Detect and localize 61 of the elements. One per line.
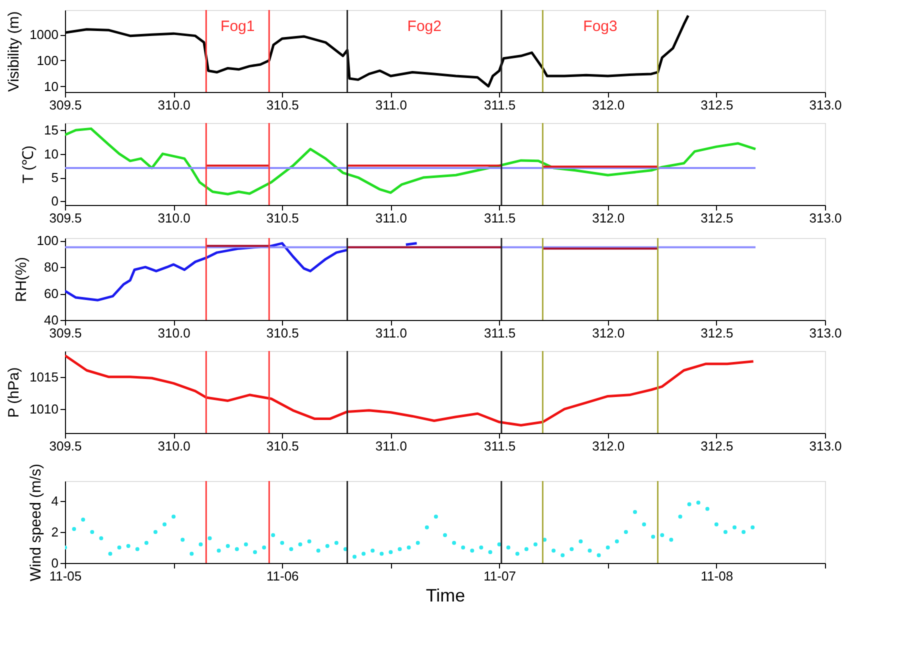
x-tick-label: 310.0 <box>158 98 190 112</box>
x-tick-label: 313.0 <box>809 98 842 112</box>
y-tick-label: 40 <box>44 312 58 328</box>
x-tick-label: 313.0 <box>809 326 842 340</box>
x-tick-label: 310.5 <box>266 98 299 112</box>
y-axis-title: T (℃) <box>20 145 38 184</box>
x-tick-label: 310.0 <box>158 210 190 226</box>
x-tick-label: 309.5 <box>49 438 82 454</box>
x-tick-label: 309.5 <box>49 98 82 112</box>
y-tick-label: 0 <box>51 194 58 209</box>
y-tick-label: 4 <box>51 494 58 509</box>
x-tick-label: 311.5 <box>484 326 516 340</box>
y-tick-label: 15 <box>44 122 58 138</box>
y-tick-label: 100 <box>36 52 58 68</box>
x-tick-label: 312.0 <box>592 98 625 112</box>
x-tick-label: 11-05 <box>49 568 82 584</box>
x-tick-label: 311.5 <box>484 210 516 226</box>
x-tick-label: 310.5 <box>266 326 299 340</box>
x-tick-label: 310.0 <box>158 438 190 454</box>
y-tick-label: 5 <box>51 170 58 186</box>
x-tick-label: 312.5 <box>700 326 734 340</box>
y-axis-title: P (hPa) <box>6 367 23 418</box>
x-tick-label: 311.0 <box>375 326 408 340</box>
x-tick-label: 312.0 <box>592 438 625 454</box>
x-tick-label: 11-08 <box>700 568 734 584</box>
x-tick-label: 309.5 <box>49 326 82 340</box>
y-tick-label: 1000 <box>30 27 58 42</box>
y-axis-title: Visibility (m) <box>6 11 23 92</box>
x-tick-label: 311.0 <box>375 98 408 112</box>
x-tick-label: 311.0 <box>375 438 408 454</box>
y-tick-label: 80 <box>44 260 58 275</box>
x-tick-label: 312.5 <box>700 210 734 226</box>
x-tick-label: 313.0 <box>809 438 842 454</box>
y-tick-label: 10 <box>44 146 58 162</box>
x-tick-label: 310.5 <box>266 438 299 454</box>
y-axis-title: Wind speed (m/s) <box>27 464 44 582</box>
x-tick-label: 313.0 <box>809 210 842 226</box>
y-axis-title: RH(%) <box>12 257 30 302</box>
annotation: Fog1 <box>220 18 255 35</box>
x-tick-label: 11-06 <box>266 568 299 584</box>
annotation: Fog3 <box>583 18 618 35</box>
y-tick-label: 60 <box>44 286 58 302</box>
y-tick-label: 100 <box>36 233 58 248</box>
x-tick-label: 312.5 <box>700 438 734 454</box>
x-tick-label: 312.0 <box>592 326 625 340</box>
x-tick-label: 11-07 <box>484 568 516 584</box>
x-tick-label: 311.5 <box>484 438 516 454</box>
x-axis-title: Time <box>426 586 466 606</box>
x-tick-label: 312.5 <box>700 98 734 112</box>
x-tick-label: 309.5 <box>49 210 82 226</box>
y-tick-label: 2 <box>51 524 58 540</box>
x-tick-label: 311.0 <box>375 210 408 226</box>
annotation: Fog2 <box>407 18 442 35</box>
x-tick-label: 312.0 <box>592 210 625 226</box>
y-tick-label: 0 <box>51 556 58 570</box>
y-tick-label: 1015 <box>30 369 58 384</box>
x-tick-label: 310.0 <box>158 326 190 340</box>
y-tick-label: 1010 <box>30 402 58 417</box>
y-tick-label: 10 <box>44 78 58 94</box>
x-tick-label: 311.5 <box>484 98 516 112</box>
x-tick-label: 310.5 <box>266 210 299 226</box>
